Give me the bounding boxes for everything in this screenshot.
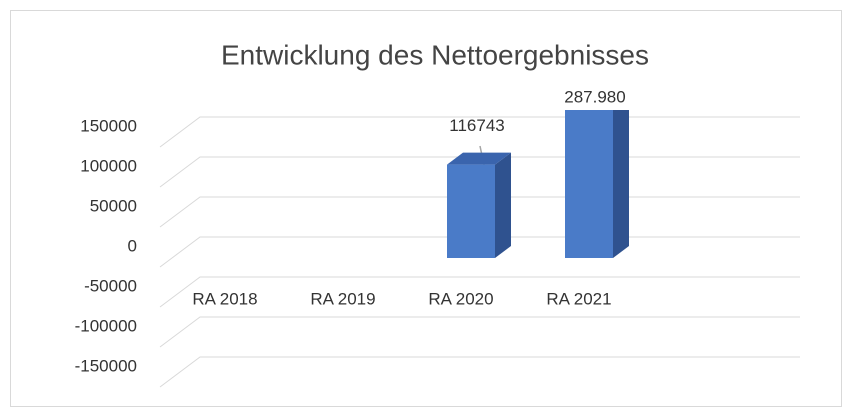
bar [447,164,495,258]
y-tick-label: 100000 [80,156,137,175]
bars [447,110,629,259]
bar [565,110,613,259]
x-tick-label: RA 2021 [546,289,611,308]
grid-line [159,316,800,348]
y-tick-label: -50000 [84,276,137,295]
bar-top [447,152,511,165]
x-tick-label: RA 2020 [428,289,493,308]
data-label: 116743 [449,116,504,135]
grid-line [159,276,800,308]
y-tick-label: 50000 [90,196,137,215]
y-tick-label: -150000 [75,356,137,375]
y-tick-label: 0 [128,236,137,255]
x-tick-label: RA 2018 [192,289,257,308]
chart-border [10,10,842,407]
y-tick-label: 150000 [80,116,137,135]
y-tick-label: -100000 [75,316,137,335]
bar-side [613,110,629,258]
chart-title: Entwicklung des Nettoergebnisses [221,39,649,70]
grid-line [159,356,800,388]
x-tick-label: RA 2019 [310,289,375,308]
data-label: 287.980 [564,87,625,106]
bar-side [495,152,511,258]
